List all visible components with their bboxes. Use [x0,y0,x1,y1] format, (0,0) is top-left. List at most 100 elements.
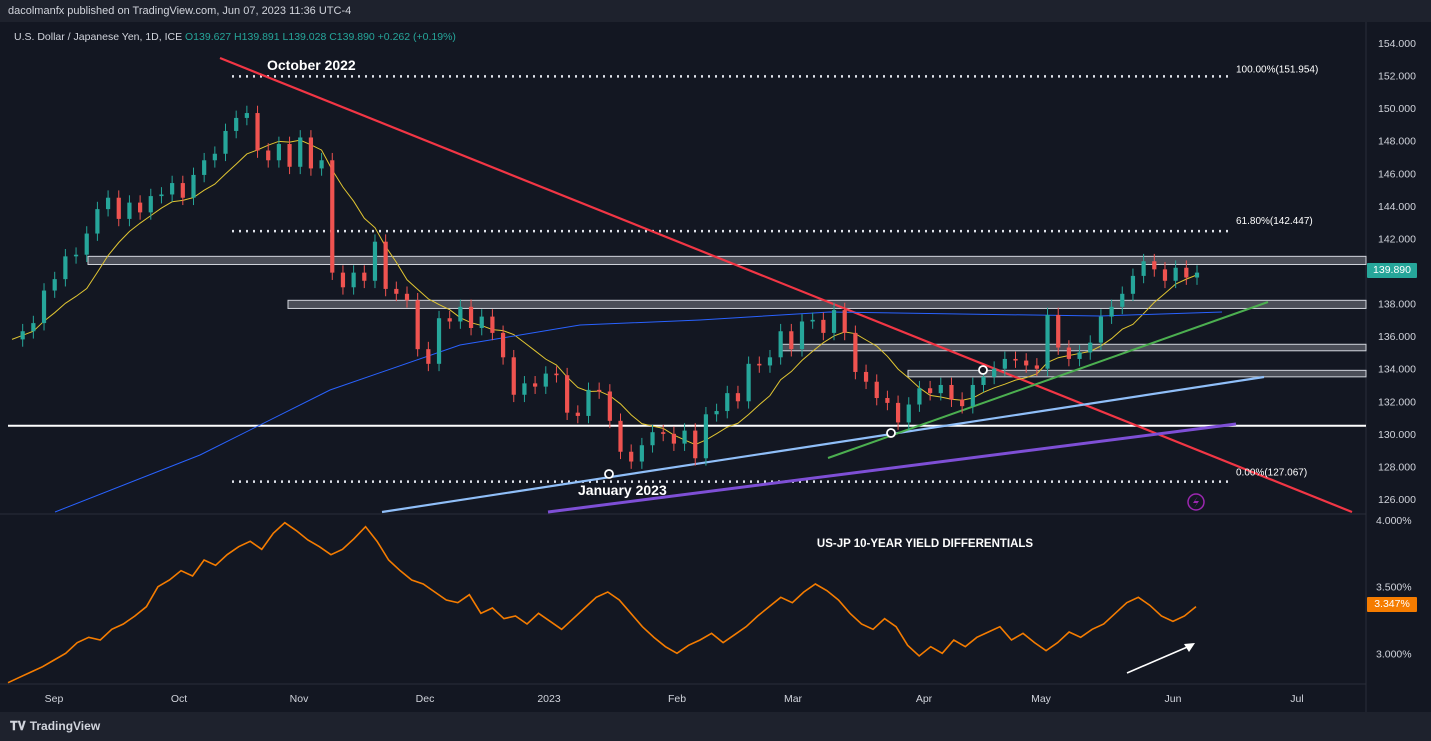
time-tick-label: Jul [1290,693,1303,705]
time-tick-label: May [1031,693,1052,705]
price-tick-label: 130.000 [1378,429,1416,441]
price-tick-label: 126.000 [1378,494,1416,506]
yield-panel-title: US-JP 10-YEAR YIELD DIFFERENTIALS [817,538,1034,550]
candle-body [63,256,68,280]
price-tick-label: 128.000 [1378,461,1416,473]
candle-body [831,310,837,333]
candle-body [799,321,805,350]
tradingview-brand: TradingView [29,719,101,733]
candle-body [308,137,314,169]
candle-body [1013,358,1018,361]
candle-body [863,371,869,382]
candle-body [394,288,399,294]
candle-body [928,388,933,394]
candle-body [981,376,986,385]
time-tick-label: Nov [290,693,309,705]
symbol-title: U.S. Dollar / Japanese Yen, 1D, ICE [14,31,183,43]
candle-body [1088,342,1093,353]
candle-body [20,331,25,340]
candle-body [159,194,164,197]
fib-618-label: 61.80%(142.447) [1236,216,1313,227]
arrow-icon [1126,644,1193,674]
yield-panel: US-JP 10-YEAR YIELD DIFFERENTIALS [7,521,1197,684]
time-tick-label: Apr [916,693,933,705]
axes: 154.000 152.000 150.000 148.000 146.000 144.0… [45,38,1416,705]
candle-body [821,319,826,333]
pivot-marker [978,365,988,375]
pivot-marker [886,428,896,438]
candle-body [565,375,570,413]
candle-body [1066,347,1071,359]
support-trend-purple [547,422,1237,514]
chart-canvas[interactable]: 100.00%(151.954) 61.80%(142.447) 0.00%(127… [0,0,1431,712]
tradingview-logo[interactable]: 𝐓𝐕 TradingView [10,712,100,741]
price-tick-label: 144.000 [1378,201,1416,213]
candle-body [661,432,666,434]
candle-body [170,183,175,195]
candle-body [511,357,516,395]
candle-body [1098,316,1104,343]
candle-body [586,389,591,416]
january-2023-label: January 2023 [578,482,667,498]
price-tick-label: 150.000 [1378,103,1416,115]
tradingview-logo-icon: 𝐓𝐕 [10,719,26,733]
candle-body [266,150,271,161]
price-tick-label: 146.000 [1378,168,1416,180]
candle-body [458,306,463,322]
candle-body [746,363,751,402]
lightning-icon [1187,493,1205,511]
candle-body [490,316,495,333]
candle-body [500,332,506,358]
candle-body [447,318,452,322]
sma-long-line [54,311,1223,513]
sr-zone [907,369,1367,378]
candle-body [693,430,698,459]
candle-body [778,331,783,358]
candle-body [52,279,57,291]
candle-body [138,202,143,213]
candle-body [1002,358,1007,369]
candle-body [607,391,612,421]
candle-body [105,197,111,210]
candle-body [1173,267,1178,281]
candle-body [917,388,922,405]
time-tick-label: Sep [45,693,64,705]
time-tick-label: Mar [784,693,803,705]
candle-body [31,323,36,332]
candle-body [970,384,975,407]
moving-averages [11,139,1223,513]
candle-body [319,160,324,169]
trend-lines [219,56,1353,514]
time-tick-label: Dec [416,693,435,705]
yield-tick-label: 3.000% [1376,648,1412,660]
candle-body [522,383,527,395]
last-price-tag: 139.890 [1367,263,1417,278]
fib-0-label: 0.00%(127.067) [1236,468,1307,479]
candle-body [842,310,847,333]
candle-body [479,316,484,328]
price-tick-label: 148.000 [1378,136,1416,148]
price-tick-label: 142.000 [1378,233,1416,245]
candle-body [148,196,153,213]
candle-body [906,404,911,423]
price-tick-label: 138.000 [1378,299,1416,311]
candle-body [874,381,879,399]
candle-body [735,393,741,402]
candle-body [212,153,217,161]
ohlc-values: O139.627 H139.891 L139.028 C139.890 +0.2… [185,31,456,43]
candle-body [885,398,890,403]
candle-body [810,319,815,322]
candle-body [895,402,901,423]
downtrend-line [219,56,1353,514]
candle-body [436,318,442,364]
candle-body [554,373,559,376]
candle-body [287,143,292,167]
candle-body [84,233,89,255]
candle-body [1056,314,1061,348]
candle-body [234,117,239,131]
candle-body [404,293,410,301]
price-tick-label: 154.000 [1378,38,1416,50]
candle-body [1194,272,1200,278]
candle-body [340,272,346,288]
price-tick-label: 136.000 [1378,331,1416,343]
